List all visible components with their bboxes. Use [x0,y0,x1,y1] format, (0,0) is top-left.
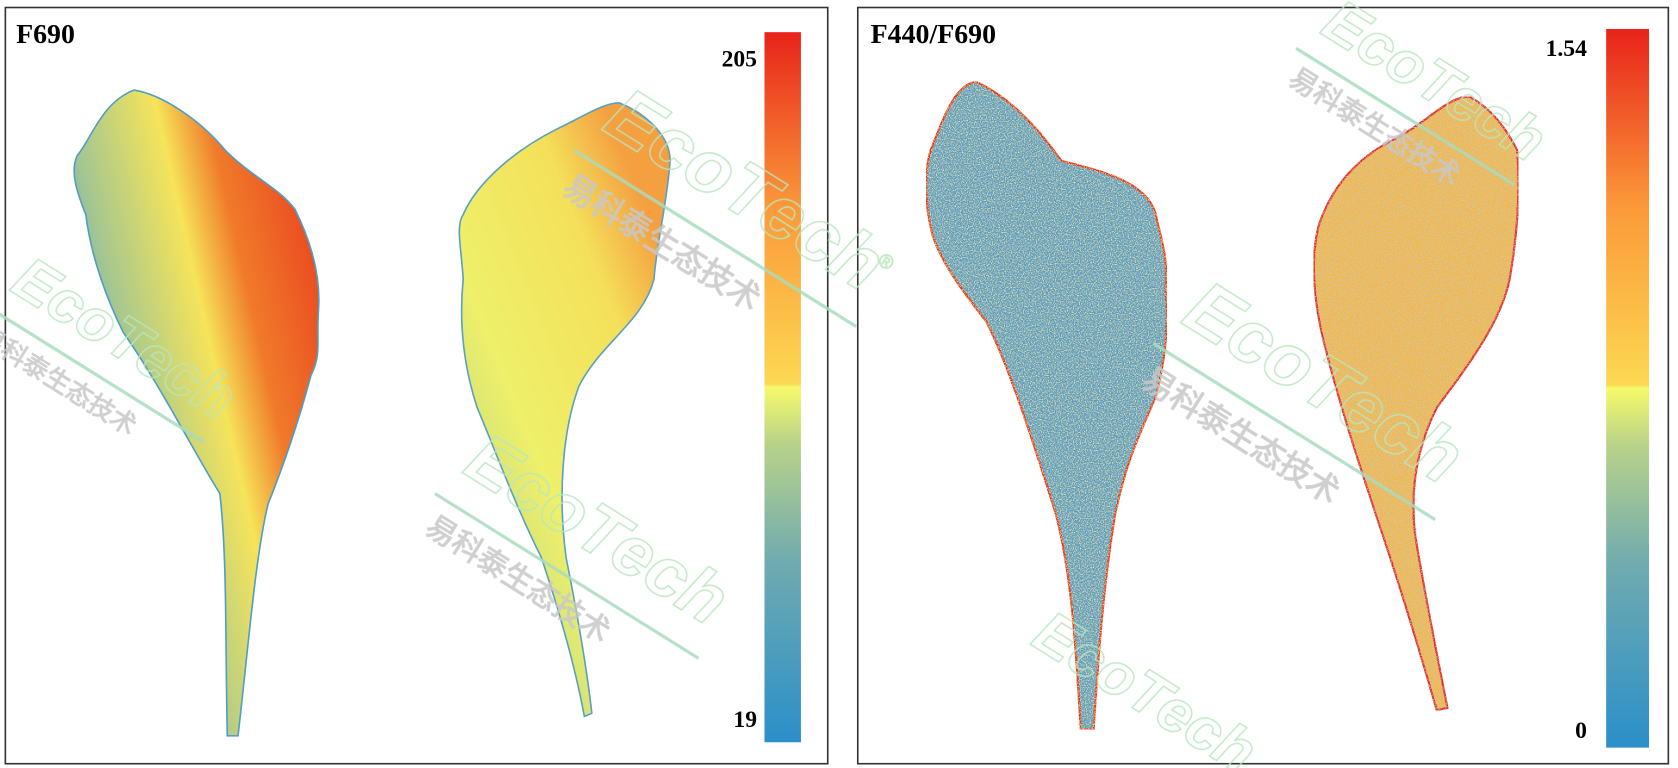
colorbar-min-label: 0 [1575,718,1587,744]
leaf-image [458,102,671,718]
colorbar-max-label: 205 [722,46,757,72]
panel-frame [856,6,1670,765]
colorbar [1606,28,1650,748]
colorbar-min-label: 19 [733,707,757,733]
leaf-image [1312,95,1520,712]
colorbar-max-label: 1.54 [1546,36,1587,62]
panel-f690: F690 205 19 [4,6,829,765]
panel-title: F440/F690 [871,19,996,50]
leaf-image [73,89,320,737]
leaf-image [925,80,1168,731]
panel-title: F690 [16,19,75,50]
colorbar [764,32,801,743]
panel-f440-f690: F440/F690 1.54 0 [856,6,1670,765]
